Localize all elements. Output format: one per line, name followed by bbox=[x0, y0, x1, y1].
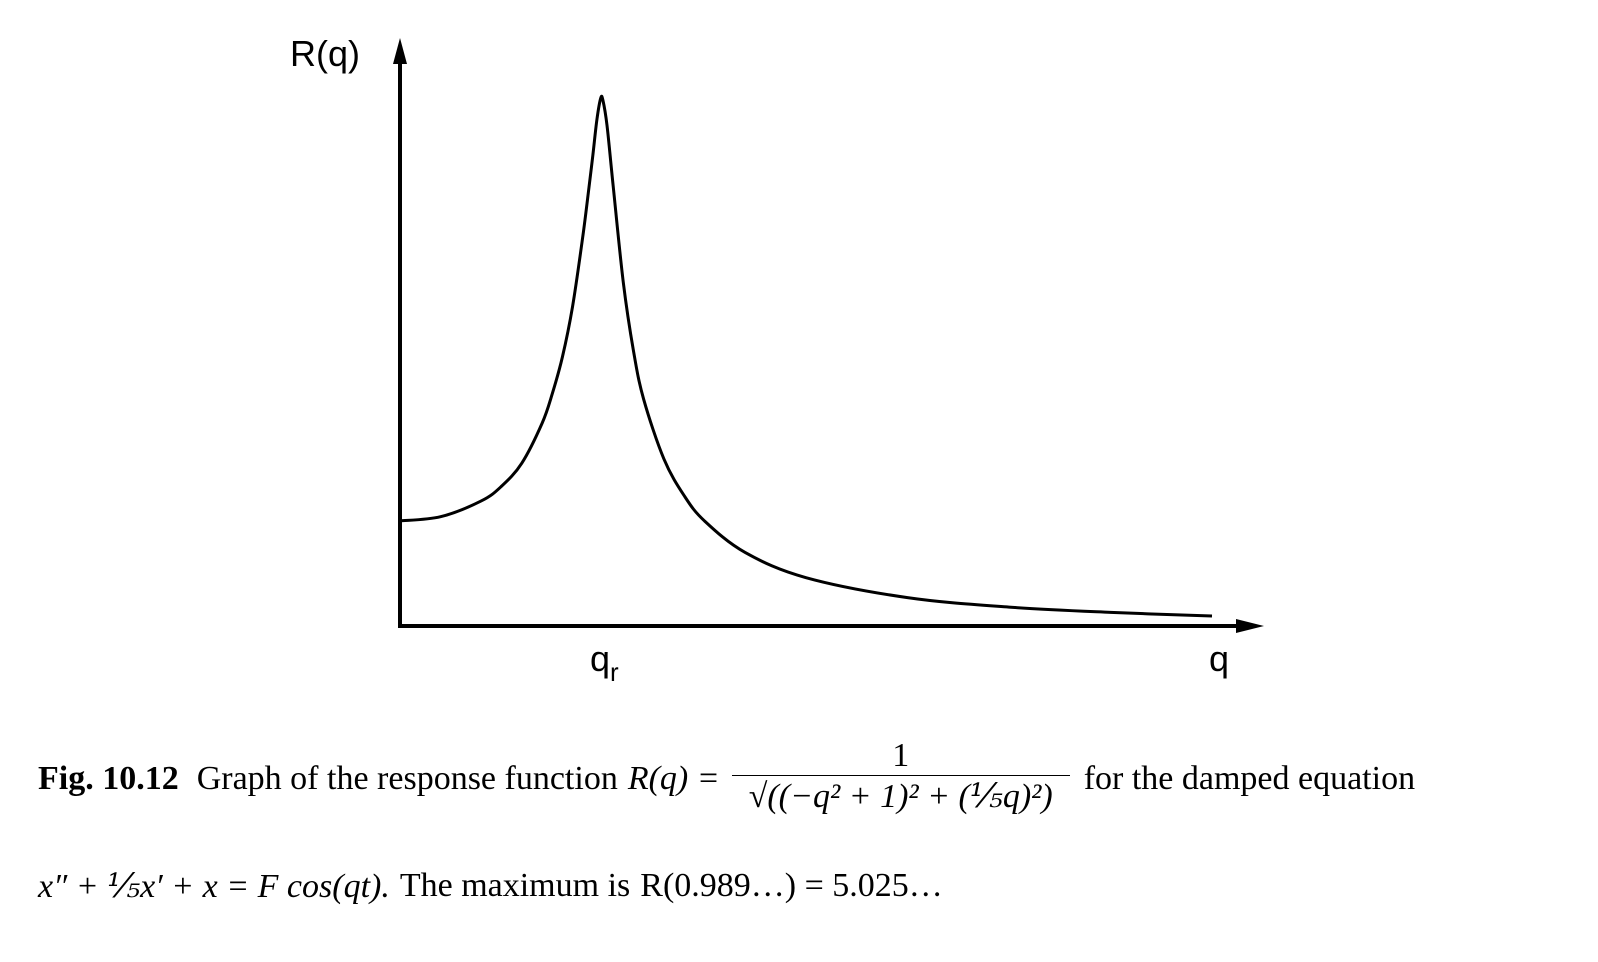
formula-denominator: √((−q² + 1)² + (⅕q)²) bbox=[748, 777, 1053, 815]
axes bbox=[393, 38, 1264, 633]
y-axis-arrowhead bbox=[393, 38, 407, 64]
caption-text-before: Graph of the response function bbox=[196, 760, 618, 797]
damped-equation: x″ + ⅕x′ + x = F cos(qt). bbox=[38, 868, 390, 905]
fraction-bar bbox=[731, 774, 1070, 776]
maximum-value: R(0.989…) = 5.025… bbox=[640, 867, 943, 904]
x-axis-arrowhead bbox=[1236, 619, 1264, 633]
maximum-text: The maximum is bbox=[399, 867, 631, 904]
x-axis-label: q bbox=[1209, 638, 1229, 679]
formula-numerator: 1 bbox=[892, 736, 910, 774]
formula-lhs: R(q) = bbox=[627, 760, 720, 797]
response-curve-chart: R(q) q qr bbox=[290, 33, 1264, 687]
caption-line-2: x″ + ⅕x′ + x = F cos(qt). The maximum is… bbox=[38, 846, 943, 926]
y-axis-label: R(q) bbox=[290, 33, 360, 74]
response-curve-line bbox=[399, 94, 1213, 618]
formula-fraction: 1 √((−q² + 1)² + (⅕q)²) bbox=[731, 736, 1070, 816]
x-tick-label-qr: qr bbox=[590, 638, 619, 687]
figure-label: Fig. 10.12 bbox=[38, 760, 179, 797]
caption-text-after: for the damped equation bbox=[1083, 760, 1416, 797]
caption-line-1: Fig. 10.12 Graph of the response functio… bbox=[38, 724, 1415, 834]
